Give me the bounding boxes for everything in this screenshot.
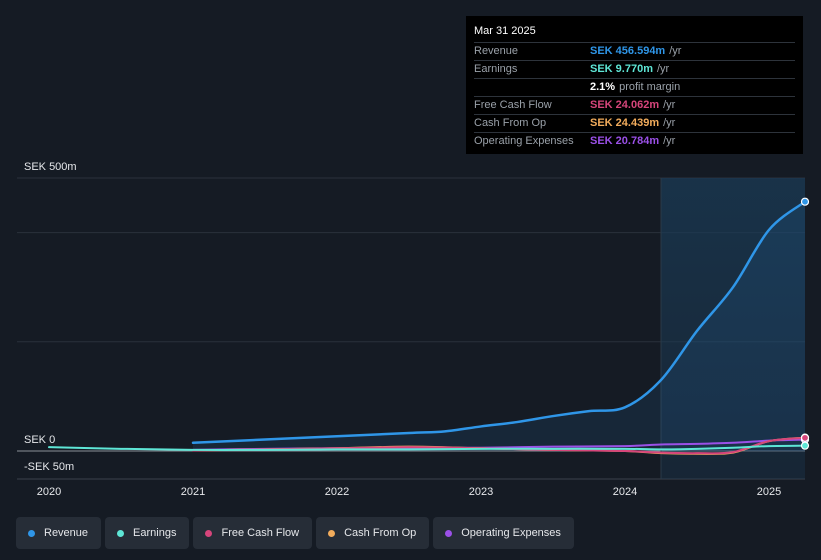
tooltip-row-label: Earnings [474,63,518,75]
tooltip-rows: Revenue SEK 456.594m/yr Earnings SEK 9.770m… [474,43,795,150]
tooltip-row-value: SEK 20.784m [590,135,660,147]
forecast-region [660,178,805,479]
series-endpoints [800,197,810,450]
legend-item-free-cash-flow[interactable]: Free Cash Flow [193,517,313,549]
x-tick-label: 2020 [37,486,61,498]
tooltip-row: Earnings SEK 9.770m/yr [474,61,795,79]
earnings-line [48,444,806,452]
legend-label: Operating Expenses [461,527,561,539]
legend-item-cash-from-op[interactable]: Cash From Op [316,517,430,549]
legend-item-operating-expenses[interactable]: Operating Expenses [433,517,574,549]
tooltip-row-unit: /yr [663,99,676,111]
legend-dot-icon [328,529,336,537]
legend-dot-icon [28,529,35,537]
tooltip-row-label: Operating Expenses [474,135,574,147]
tooltip-row-value: SEK 9.770m [590,63,653,75]
earnings-endpoint [800,441,810,450]
legend-item-revenue[interactable]: Revenue [16,517,102,549]
tooltip-row-unit: /yr [663,117,676,129]
revenue-line [191,200,807,445]
tooltip-row-value: SEK 24.062m [590,99,660,111]
tooltip-row: Revenue SEK 456.594m/yr [474,43,795,61]
x-tick-label: 2025 [757,486,781,498]
y-tick-label: SEK 0 [24,434,55,446]
tooltip-row-label [474,79,590,96]
tooltip-panel: Mar 31 2025 Revenue SEK 456.594m/yr Earnin… [466,16,803,154]
legend-item-earnings[interactable]: Earnings [105,517,190,549]
y-tick-label: -SEK 50m [24,461,74,473]
tooltip-row: Cash From Op SEK 24.439m/yr [474,115,795,133]
tooltip-row-label: Free Cash Flow [474,99,552,111]
forecast-shade [661,178,805,479]
tooltip-row-value: 2.1% [590,81,616,93]
tooltip-row-value: SEK 24.439m [590,117,660,129]
legend-dot-icon [445,529,453,537]
free-cash-flow-endpoint [800,433,810,442]
y-tick-label: SEK 500m [24,161,77,173]
tooltip-row-unit: /yr [663,135,676,147]
legend-label: Cash From Op [344,527,417,539]
x-tick-label: 2023 [469,486,493,498]
x-axis-labels: 2020 2021 2022 2023 2024 2025 [37,486,781,498]
tooltip-row: 2.1% profit margin [474,79,795,97]
tooltip-row-unit: /yr [656,63,670,75]
legend-label: Revenue [44,527,89,539]
legend: Revenue Earnings Free Cash Flow Cash From O… [16,517,574,549]
legend-dot-icon [205,529,213,537]
tooltip-row-unit: /yr [669,45,682,57]
revenue-endpoint [800,197,810,206]
x-tick-label: 2022 [325,486,349,498]
legend-label: Free Cash Flow [221,527,300,539]
tooltip-row-unit: profit margin [619,81,681,93]
tooltip-row: Free Cash Flow SEK 24.062m/yr [474,97,795,115]
tooltip-row: Operating Expenses SEK 20.784m/yr [474,133,795,150]
tooltip-row-label: Cash From Op [474,117,547,129]
legend-dot-icon [117,529,125,537]
series-lines [48,200,807,455]
x-tick-label: 2021 [181,486,205,498]
revenue-area [193,201,805,451]
x-tick-label: 2024 [613,486,637,498]
tooltip-row-value: SEK 456.594m [590,45,666,57]
tooltip-row-label: Revenue [474,45,519,57]
tooltip-date: Mar 31 2025 [474,22,795,43]
y-axis-labels: SEK 500m SEK 0 -SEK 50m [24,161,77,473]
legend-label: Earnings [133,527,177,539]
